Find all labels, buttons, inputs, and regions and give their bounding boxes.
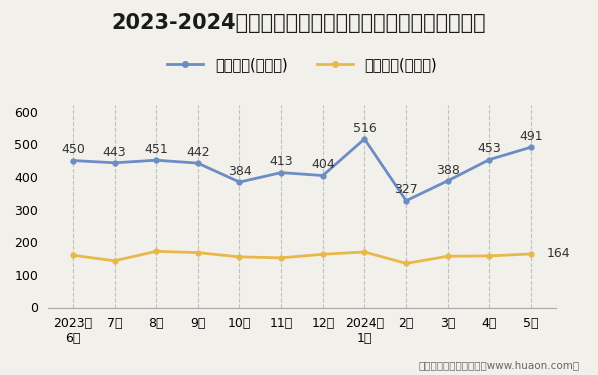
Line: 出口总额(亿美元): 出口总额(亿美元) — [71, 136, 533, 203]
Text: 164: 164 — [547, 248, 570, 260]
出口总额(亿美元) — [194, 161, 202, 165]
出口总额(亿美元) — [444, 178, 451, 183]
出口总额(亿美元) — [69, 158, 77, 163]
Text: 451: 451 — [144, 143, 168, 156]
Line: 进口总额(亿美元): 进口总额(亿美元) — [71, 249, 533, 266]
Text: 388: 388 — [436, 164, 460, 177]
进口总额(亿美元) — [69, 253, 77, 258]
进口总额(亿美元) — [277, 256, 285, 260]
进口总额(亿美元) — [236, 255, 243, 259]
Text: 413: 413 — [269, 155, 293, 168]
出口总额(亿美元) — [361, 137, 368, 141]
Text: 384: 384 — [228, 165, 251, 178]
进口总额(亿美元) — [319, 252, 327, 257]
出口总额(亿美元) — [319, 173, 327, 178]
出口总额(亿美元) — [486, 157, 493, 162]
出口总额(亿美元) — [152, 158, 160, 162]
Text: 443: 443 — [103, 146, 126, 159]
进口总额(亿美元) — [361, 250, 368, 254]
Text: 327: 327 — [394, 183, 418, 196]
Text: 516: 516 — [353, 122, 376, 135]
出口总额(亿美元) — [527, 145, 535, 149]
Text: 2023-2024年浙江省商品收发货人所在地进、出口额统计: 2023-2024年浙江省商品收发货人所在地进、出口额统计 — [112, 13, 486, 33]
Text: 442: 442 — [186, 146, 210, 159]
进口总额(亿美元) — [444, 254, 451, 258]
Text: 491: 491 — [519, 130, 543, 143]
Text: 453: 453 — [478, 142, 501, 155]
出口总额(亿美元) — [111, 160, 118, 165]
进口总额(亿美元) — [527, 252, 535, 256]
进口总额(亿美元) — [152, 249, 160, 254]
进口总额(亿美元) — [194, 251, 202, 255]
Legend: 出口总额(亿美元), 进口总额(亿美元): 出口总额(亿美元), 进口总额(亿美元) — [161, 51, 443, 78]
出口总额(亿美元) — [402, 198, 410, 203]
Text: 制图：华经产业研究院（www.huaon.com）: 制图：华经产业研究院（www.huaon.com） — [419, 360, 580, 370]
进口总额(亿美元) — [486, 254, 493, 258]
进口总额(亿美元) — [111, 258, 118, 263]
Text: 404: 404 — [311, 158, 335, 171]
出口总额(亿美元) — [277, 170, 285, 175]
出口总额(亿美元) — [236, 180, 243, 184]
进口总额(亿美元) — [402, 261, 410, 266]
Text: 450: 450 — [61, 143, 85, 156]
